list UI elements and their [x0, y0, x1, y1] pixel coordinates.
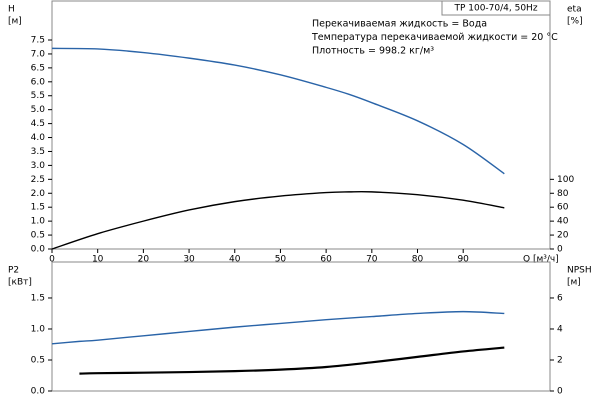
y2-tick-label: 60: [557, 203, 569, 213]
annotation: Перекачиваемая жидкость = Вода: [312, 19, 487, 30]
y-tick-label: 4.0: [31, 133, 46, 143]
y-axis-label: P2: [8, 266, 19, 276]
x-tick-label: 50: [275, 255, 287, 265]
x-tick-label: 70: [366, 255, 378, 265]
plot-frame: [51, 261, 551, 392]
x-tick-label: 40: [229, 255, 241, 265]
x-axis-label: Q [м³/ч]: [523, 255, 559, 265]
x-tick-label: 20: [138, 255, 150, 265]
x-tick-label: 0: [49, 255, 55, 265]
y2-axis-label: [%]: [567, 17, 583, 27]
y-tick-label: 1.5: [31, 203, 45, 213]
y2-tick-label: 40: [557, 217, 569, 227]
annotation: Плотность = 998.2 кг/м³: [312, 46, 434, 57]
y2-tick-label: 0: [557, 387, 563, 397]
y-tick-label: 2.0: [31, 189, 46, 199]
y-tick-label: 6.5: [31, 63, 45, 73]
y-tick-label: 5.5: [31, 91, 45, 101]
y-tick-label: 0.5: [31, 231, 45, 241]
y-tick-label: 1.5: [31, 293, 45, 303]
series-line: [51, 190, 505, 250]
y2-tick-label: 100: [557, 175, 574, 185]
y-tick-label: 7.0: [31, 49, 46, 59]
y2-axis-label: [м]: [567, 278, 581, 288]
y-tick-label: 7.5: [31, 36, 45, 46]
y-tick-label: 4.5: [31, 119, 45, 129]
y-tick-label: 1.0: [31, 324, 46, 334]
annotation: Температура перекачиваемой жидкости = 20…: [311, 32, 558, 43]
y-tick-label: 1.0: [31, 217, 46, 227]
chart-title: TP 100-70/4, 50Hz: [453, 4, 537, 14]
y-tick-label: 6.0: [31, 77, 46, 87]
series-line: [51, 47, 505, 175]
y2-tick-label: 0: [557, 245, 563, 255]
y-tick-label: 3.5: [31, 147, 45, 157]
y-tick-label: 2.5: [31, 175, 45, 185]
y2-axis-label: NPSH: [567, 266, 592, 276]
y-axis-label: [м]: [8, 17, 22, 27]
x-tick-label: 30: [183, 255, 195, 265]
x-tick-label: 10: [92, 255, 104, 265]
series-line: [51, 310, 505, 345]
y-tick-label: 0.5: [31, 355, 45, 365]
title-box: [441, 0, 551, 16]
y2-tick-label: 2: [557, 355, 563, 365]
x-tick-label: 80: [412, 255, 424, 265]
plot-frame: [51, 0, 551, 250]
y-axis-label: H: [8, 5, 15, 15]
y2-tick-label: 80: [557, 189, 569, 199]
y-tick-label: 3.0: [31, 161, 46, 171]
series-line: [79, 346, 505, 375]
y-axis-label: [кВт]: [8, 278, 32, 288]
x-tick-label: 60: [320, 255, 332, 265]
y-tick-label: 5.0: [31, 105, 46, 115]
y2-axis-label: eta: [567, 5, 582, 15]
y2-tick-label: 20: [557, 231, 569, 241]
y-tick-label: 0.0: [31, 245, 46, 255]
y-tick-label: 0.0: [31, 387, 46, 397]
x-tick-label: 90: [457, 255, 469, 265]
y2-tick-label: 4: [557, 324, 563, 334]
y2-tick-label: 6: [557, 293, 563, 303]
